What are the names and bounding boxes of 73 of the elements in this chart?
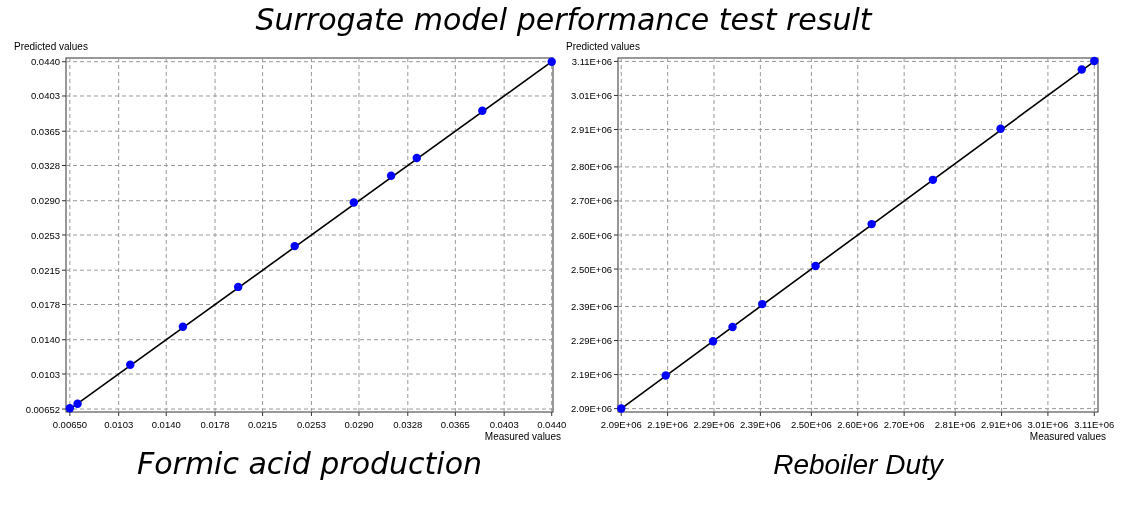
point — [349, 198, 359, 207]
y-tick-label: 0.00652 — [25, 403, 60, 415]
point — [126, 360, 135, 369]
y-tick-label: 0.0103 — [30, 368, 60, 380]
y-tick-label: 0.0290 — [30, 195, 60, 207]
point — [412, 153, 422, 163]
y-tick-label: 0.0365 — [30, 125, 60, 137]
x-tick-label: 2.91E+06 — [981, 419, 1023, 430]
y-tick-label: 0.0403 — [30, 90, 60, 102]
y-tick-label: 2.80E+06 — [571, 161, 612, 173]
y-tick-label: 2.70E+06 — [571, 195, 612, 207]
y-tick-label: 0.0253 — [30, 229, 60, 241]
y-tick-label: 2.60E+06 — [571, 229, 612, 241]
point — [65, 404, 75, 413]
point — [478, 106, 487, 116]
x-tick-label: 0.0403 — [489, 419, 519, 430]
point — [811, 261, 820, 271]
y-tick-label: 0.0328 — [30, 160, 60, 171]
point — [233, 282, 243, 292]
text: Reboiler Duty — [773, 449, 945, 480]
x-tick-label: 3.11E+06 — [1074, 419, 1115, 430]
point — [758, 299, 767, 309]
y-tick-label: 0.0178 — [30, 299, 60, 310]
y-axis-title: Predicted values — [14, 41, 88, 52]
point — [178, 322, 188, 331]
x-tick-label: 2.81E+06 — [934, 419, 976, 430]
y-axis-title: Predicted values — [566, 41, 640, 52]
x-tick-label: 3.01E+06 — [1027, 419, 1069, 430]
point — [386, 171, 396, 180]
y-tick-label: 3.01E+06 — [571, 89, 612, 101]
point — [73, 399, 82, 408]
x-tick-label: 0.0215 — [248, 419, 278, 430]
point — [661, 371, 670, 380]
y-tick-label: 2.19E+06 — [571, 369, 612, 381]
point — [867, 219, 876, 229]
x-tick-label: 2.39E+06 — [739, 419, 781, 430]
x-axis-title: Measured values — [1029, 431, 1106, 442]
point — [617, 404, 626, 413]
x-tick-label: 0.0140 — [151, 419, 181, 430]
point — [290, 241, 299, 251]
x-tick-label: 2.60E+06 — [837, 419, 879, 430]
y-tick-label: 0.0140 — [30, 334, 60, 346]
y-tick-label: 2.29E+06 — [571, 335, 612, 347]
x-tick-label: 0.0328 — [393, 419, 423, 430]
point — [928, 175, 938, 185]
x-tick-label: 0.0253 — [296, 419, 326, 430]
y-tick-label: 2.50E+06 — [571, 263, 612, 275]
point — [547, 57, 556, 66]
text: Formic acid production — [136, 446, 483, 481]
chart-title: Surrogate model performance test result — [255, 2, 873, 37]
x-tick-label: 2.70E+06 — [883, 419, 925, 430]
x-tick-label: 2.50E+06 — [790, 419, 832, 430]
point — [1077, 65, 1086, 74]
y-tick-label: 2.09E+06 — [571, 403, 612, 415]
x-tick-label: 2.09E+06 — [600, 419, 642, 430]
point — [996, 124, 1005, 134]
x-axis-title: Measured values — [484, 431, 561, 442]
x-tick-label: 0.0440 — [537, 419, 567, 430]
x-tick-label: 0.0290 — [344, 419, 374, 430]
y-tick-label: 0.0440 — [30, 56, 60, 68]
x-tick-label: 0.0103 — [104, 419, 134, 430]
x-tick-label: 0.0178 — [200, 419, 230, 430]
point — [728, 322, 737, 332]
x-tick-label: 2.29E+06 — [693, 419, 735, 430]
x-tick-label: 0.00650 — [52, 419, 88, 430]
point — [708, 336, 718, 346]
y-tick-label: 2.91E+06 — [571, 123, 612, 135]
point — [1090, 56, 1099, 66]
y-tick-label: 3.11E+06 — [571, 55, 612, 67]
x-tick-label: 2.19E+06 — [647, 419, 689, 430]
y-tick-label: 0.0215 — [30, 264, 60, 276]
y-tick-label: 2.39E+06 — [571, 300, 612, 312]
x-tick-label: 0.0365 — [440, 419, 470, 430]
